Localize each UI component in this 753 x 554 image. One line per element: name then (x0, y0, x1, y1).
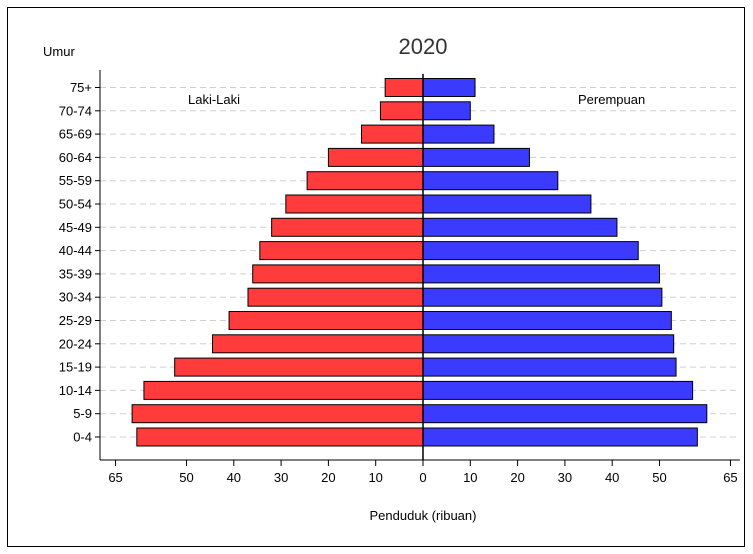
y-tick-label: 45-49 (59, 220, 92, 235)
x-axis-title: Penduduk (ribuan) (370, 508, 477, 523)
x-tick-label: 30 (558, 470, 572, 485)
y-tick-label: 25-29 (59, 313, 92, 328)
axes: 75+ 70-74 65-69 60-64 55-59 50-54 45-49 40-44 35… (59, 70, 740, 485)
x-tick-label: 40 (605, 470, 619, 485)
x-tick-label: 30 (274, 470, 288, 485)
y-tick-label: 0-4 (73, 430, 92, 445)
chart-title: 2020 (399, 34, 448, 59)
x-tick-label: 10 (368, 470, 382, 485)
bars (131, 78, 708, 447)
bar-female (422, 217, 618, 237)
x-tick-label: 10 (463, 470, 477, 485)
bar-male (379, 101, 424, 121)
x-tick-label: 20 (510, 470, 524, 485)
chart-frame: 2020 Umur Laki-Laki Perempuan Penduduk (… (7, 7, 745, 547)
y-tick-label: 30-34 (59, 290, 92, 305)
bar-male (384, 78, 424, 97)
bar-female (422, 264, 660, 284)
bar-female (422, 311, 672, 330)
bar-male (327, 147, 424, 167)
y-tick-label: 55-59 (59, 173, 92, 188)
bar-female (422, 78, 476, 97)
bar-female (422, 287, 663, 307)
x-tick-label: 20 (321, 470, 335, 485)
y-tick-label: 15-19 (59, 360, 92, 375)
bar-male (259, 241, 424, 261)
y-tick-label: 10-14 (59, 383, 92, 398)
y-tick-label: 35-39 (59, 266, 92, 281)
x-tick-label: 65 (108, 470, 122, 485)
x-tick-label: 40 (227, 470, 241, 485)
bar-female (422, 147, 530, 167)
male-series-label: Laki-Laki (188, 92, 240, 107)
bar-male (361, 124, 424, 144)
bar-male (228, 311, 424, 330)
bar-male (271, 217, 424, 237)
bar-male (306, 171, 424, 191)
bar-female (422, 124, 495, 144)
bar-female (422, 380, 694, 400)
bar-female (422, 171, 559, 191)
bar-female (422, 427, 698, 447)
bar-male (247, 287, 424, 307)
bar-male (174, 357, 424, 377)
female-series-label: Perempuan (578, 92, 645, 107)
y-tick-label: 20-24 (59, 336, 92, 351)
bar-female (422, 357, 677, 377)
bar-female (422, 194, 592, 214)
y-tick-label: 40-44 (59, 243, 92, 258)
population-pyramid-chart: 2020 Umur Laki-Laki Perempuan Penduduk (… (43, 34, 740, 523)
x-tick-label: 50 (652, 470, 666, 485)
bar-female (422, 334, 675, 354)
y-tick-label: 75+ (70, 80, 92, 95)
bar-male (131, 404, 424, 424)
y-tick-label: 70-74 (59, 103, 92, 118)
bar-male (212, 334, 424, 354)
bar-male (136, 427, 424, 447)
y-axis-title: Umur (43, 44, 75, 59)
y-tick-label: 5-9 (73, 406, 92, 421)
bar-male (285, 194, 424, 214)
bar-male (143, 380, 424, 400)
bar-female (422, 404, 708, 424)
y-tick-label: 60-64 (59, 150, 92, 165)
bar-male (252, 264, 424, 284)
x-tick-label: 0 (419, 470, 426, 485)
y-tick-label: 65-69 (59, 127, 92, 142)
x-tick-label: 65 (723, 470, 737, 485)
bar-female (422, 241, 639, 261)
y-tick-label: 50-54 (59, 197, 92, 212)
bar-female (422, 101, 471, 121)
x-tick-label: 50 (179, 470, 193, 485)
